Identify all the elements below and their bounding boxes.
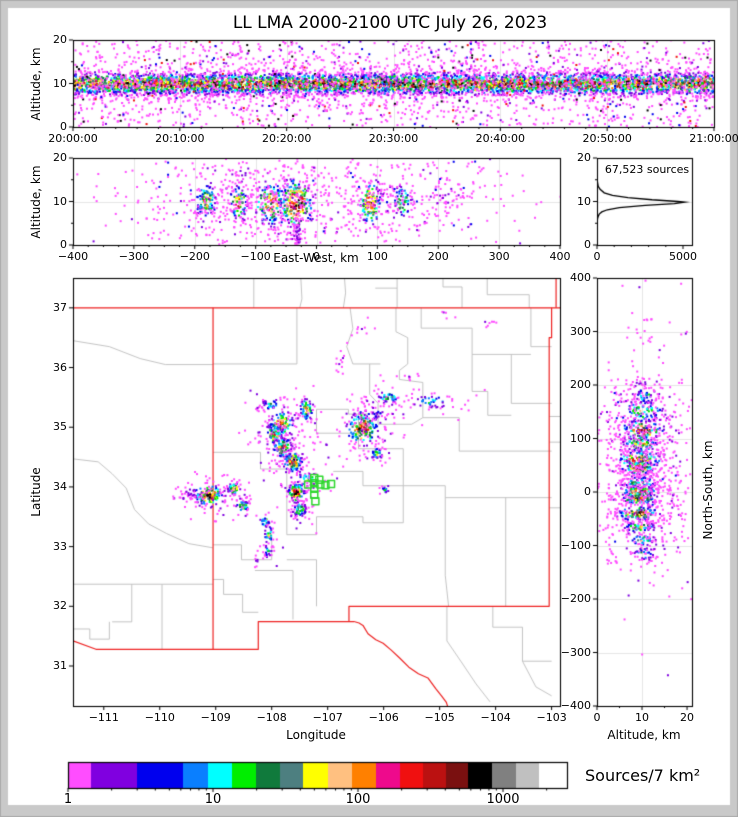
colorbar-tick-label: 1000 [486,792,520,807]
map-xtick-label: −108 [256,711,287,724]
ew_height-xtick-label: 400 [549,250,571,263]
figure-title: LL LMA 2000-2100 UTC July 26, 2023 [232,13,548,33]
ns_height-ytick-label: −400 [560,699,591,712]
time_height-ytick-label: 10 [53,76,67,90]
map-ytick-label: 34 [53,479,67,493]
histogram-xtick-label: 5000 [669,250,697,263]
time_height-ytick-label: 20 [53,33,67,46]
colorbar-tick-label: 100 [345,792,371,807]
ns_height-ytick-label: −200 [560,592,591,605]
time_height-ytick-label: 0 [60,120,67,133]
histogram-ytick-label: 20 [577,151,591,164]
map-xlabel: Longitude [286,728,346,742]
ew_height-xtick-label: −100 [240,250,271,263]
colorbar-tick-label: 1 [63,792,73,807]
time_height-xtick-label: 20:20:00 [261,132,312,145]
time_height-xtick-label: 20:40:00 [475,132,525,145]
ew_height-xtick-label: 300 [488,250,510,263]
ew_height-xtick-label: 0 [313,250,320,263]
time_height-xtick-label: 20:00:00 [48,132,98,145]
map-ytick-label: 31 [53,659,67,672]
map-ytick-label: 37 [53,300,67,314]
ns_height-xtick-label: 20 [680,711,694,724]
ns-panel-xlabel: Altitude, km [607,728,681,742]
map-xtick-label: −104 [480,711,511,724]
time_height-xtick-label: 20:10:00 [155,132,205,145]
time_height-xtick-label: 20:50:00 [582,132,632,145]
ns_height-ytick-label: 400 [570,271,591,284]
map-ytick-label: 36 [53,360,67,374]
ns-panel-ylabel: North-South, km [701,440,715,540]
ew_height-ytick-label: 20 [53,151,67,164]
source-count-annotation: 67,523 sources [604,163,690,176]
ew_height-xtick-label: 200 [427,250,449,263]
ew_height-xtick-label: −400 [57,250,89,263]
map-ytick-label: 32 [53,599,67,613]
map-xtick-label: −103 [536,711,567,724]
ew_height-ytick-label: 0 [60,238,67,251]
map-xtick-label: −107 [312,711,343,724]
map-xtick-label: −106 [368,711,399,724]
histogram-ytick-label: 0 [584,238,591,251]
ew-panel-xlabel: East-West, km [273,251,359,265]
map-xtick-label: −110 [144,711,175,724]
time_height-xtick-label: 20:30:00 [368,132,419,145]
ns_height-xtick-label: 10 [635,711,649,724]
colorbar-tick-label: 10 [204,792,222,807]
colorbar-label: Sources/7 km² [585,766,701,785]
map-xtick-label: −111 [88,711,119,724]
ns_height-ytick-label: −100 [560,538,591,552]
ns_height-ytick-label: −300 [560,645,591,659]
ew_height-xtick-label: −200 [179,250,210,263]
ew_height-xtick-label: 100 [366,250,388,263]
ns_height-ytick-label: 0 [584,485,591,498]
ns_height-ytick-label: 100 [570,431,591,445]
histogram-ytick-label: 10 [577,194,591,208]
map-xtick-label: −105 [424,711,455,724]
ns_height-xtick-label: 0 [593,711,601,724]
time_height-xtick-label: 21:00:00 [689,132,738,145]
map-xtick-label: −109 [200,711,231,724]
map-ytick-label: 33 [53,539,67,553]
map-ytick-label: 35 [53,420,67,434]
ns_height-ytick-label: 300 [570,324,591,338]
ns_height-ytick-label: 200 [570,378,591,391]
histogram-xtick-label: 0 [593,250,601,263]
ew_height-xtick-label: −300 [118,250,149,263]
ew_height-ytick-label: 10 [53,194,67,208]
